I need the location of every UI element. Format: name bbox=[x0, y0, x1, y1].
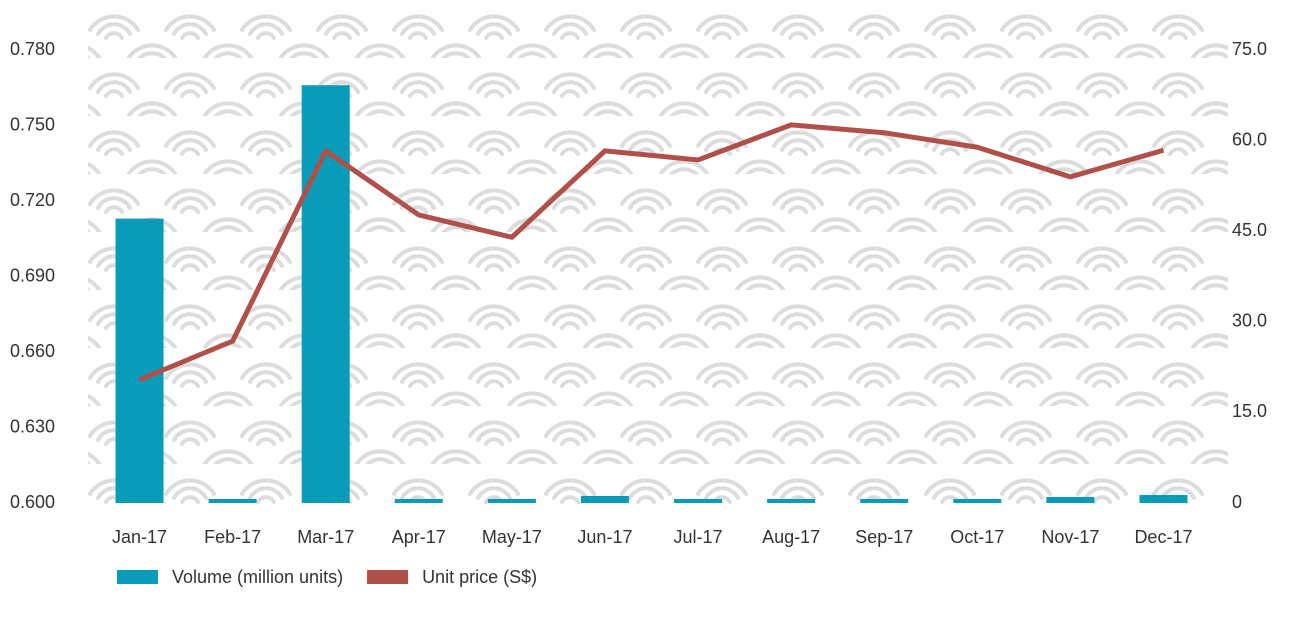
bar bbox=[860, 499, 908, 503]
bar bbox=[581, 496, 629, 503]
bar bbox=[302, 85, 350, 503]
bar bbox=[395, 499, 443, 503]
y2-tick-label: 45.0 bbox=[1232, 220, 1267, 240]
y-tick-label: 0.600 bbox=[10, 492, 55, 512]
x-tick-label: May-17 bbox=[482, 527, 542, 547]
x-tick-label: Oct-17 bbox=[950, 527, 1004, 547]
legend-swatch bbox=[367, 570, 408, 584]
bar bbox=[674, 499, 722, 503]
y2-tick-label: 0 bbox=[1232, 492, 1242, 512]
y-tick-label: 0.630 bbox=[10, 416, 55, 436]
y2-tick-label: 75.0 bbox=[1232, 39, 1267, 59]
y2-tick-label: 15.0 bbox=[1232, 401, 1267, 421]
x-tick-label: Feb-17 bbox=[204, 527, 261, 547]
y-tick-label: 0.660 bbox=[10, 341, 55, 361]
y2-tick-label: 30.0 bbox=[1232, 311, 1267, 331]
x-tick-label: Jul-17 bbox=[674, 527, 723, 547]
y-tick-label: 0.690 bbox=[10, 265, 55, 285]
chart: 0.600 0.630 0.660 0.690 0.720 0.750 0.780 0 15.0… bbox=[0, 0, 1314, 617]
bar bbox=[767, 499, 815, 503]
y2-tick-label: 60.0 bbox=[1232, 129, 1267, 149]
legend-label: Unit price (S$) bbox=[422, 567, 537, 587]
y-tick-label: 0.720 bbox=[10, 190, 55, 210]
x-tick-label: Sep-17 bbox=[855, 527, 913, 547]
y-tick-label: 0.750 bbox=[10, 114, 55, 134]
bar bbox=[209, 499, 257, 503]
x-tick-label: Nov-17 bbox=[1041, 527, 1099, 547]
x-tick-label: Jun-17 bbox=[577, 527, 632, 547]
legend-label: Volume (million units) bbox=[172, 567, 343, 587]
bar bbox=[1046, 497, 1094, 503]
bar bbox=[488, 499, 536, 503]
legend-swatch bbox=[117, 570, 158, 584]
x-tick-label: Dec-17 bbox=[1134, 527, 1192, 547]
bar bbox=[116, 219, 164, 503]
x-tick-label: Jan-17 bbox=[112, 527, 167, 547]
bar bbox=[1139, 495, 1187, 503]
x-tick-label: Apr-17 bbox=[392, 527, 446, 547]
background-pattern bbox=[88, 0, 1228, 505]
x-tick-label: Mar-17 bbox=[297, 527, 354, 547]
bar bbox=[953, 499, 1001, 503]
y-tick-label: 0.780 bbox=[10, 39, 55, 59]
x-tick-label: Aug-17 bbox=[762, 527, 820, 547]
